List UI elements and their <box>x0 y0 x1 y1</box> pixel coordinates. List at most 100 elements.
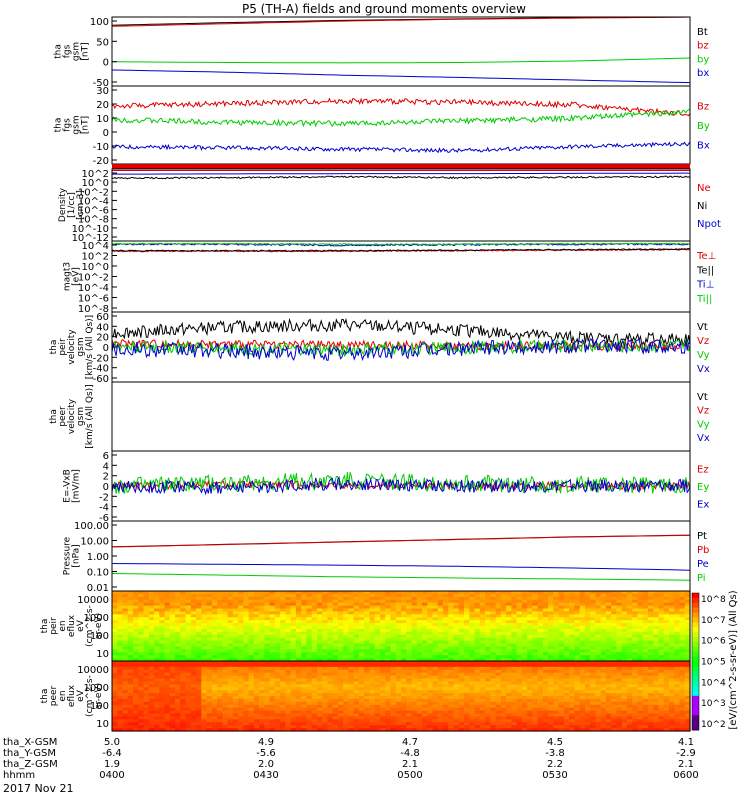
heatmap-cell <box>222 678 229 683</box>
heatmap-cell <box>112 722 118 726</box>
heatmap-cell <box>647 655 654 659</box>
heatmap-cell <box>532 658 539 662</box>
heatmap-cell <box>427 599 434 604</box>
heatmap-cell <box>138 698 145 703</box>
heatmap-cell <box>579 652 586 656</box>
heatmap-cell <box>611 611 618 615</box>
heatmap-cell <box>327 681 334 685</box>
heatmap-cell <box>301 684 308 688</box>
heatmap-cell <box>574 716 581 720</box>
heatmap-cell <box>206 602 213 607</box>
heatmap-cell <box>379 634 386 639</box>
heatmap-cell <box>227 707 234 712</box>
heatmap-cell <box>427 693 434 697</box>
heatmap-cell <box>416 599 423 604</box>
heatmap-cell <box>458 716 465 720</box>
heatmap-cell <box>290 643 297 648</box>
heatmap-cell <box>464 728 470 732</box>
heatmap-cell <box>269 678 276 683</box>
heatmap-cell <box>674 617 681 621</box>
heatmap-cell <box>196 681 202 685</box>
heatmap-cell <box>579 611 586 615</box>
heatmap-cell <box>327 608 334 613</box>
heatmap-cell <box>506 684 512 688</box>
heatmap-cell <box>500 687 507 691</box>
heatmap-cell <box>190 599 197 604</box>
heatmap-cell <box>343 614 350 618</box>
heatmap-cell <box>642 652 649 656</box>
heatmap-cell <box>453 593 460 598</box>
heatmap-cell <box>269 719 276 723</box>
heatmap-cell <box>238 696 244 700</box>
heatmap-cell <box>521 716 528 720</box>
heatmap-cell <box>537 678 544 683</box>
heatmap-cell <box>506 710 512 715</box>
heatmap-cell <box>232 620 239 624</box>
heatmap-cell <box>595 596 602 601</box>
heatmap-cell <box>164 593 171 598</box>
heatmap-cell <box>474 675 481 680</box>
heatmap-cell <box>674 631 681 636</box>
heatmap-cell <box>232 643 239 648</box>
heatmap-cell <box>453 655 460 659</box>
heatmap-cell <box>490 722 497 726</box>
heatmap-cell <box>253 684 260 688</box>
heatmap-cell <box>527 698 533 703</box>
heatmap-cell <box>443 617 449 621</box>
heatmap-cell <box>348 698 355 703</box>
heatmap-cell <box>369 626 376 630</box>
heatmap-cell <box>427 628 434 633</box>
heatmap-cell <box>238 605 244 610</box>
heatmap-cell <box>185 620 192 624</box>
heatmap-cell <box>206 669 213 674</box>
heatmap-cell <box>495 713 502 718</box>
heatmap-cell <box>327 678 334 683</box>
heatmap-cell <box>422 637 428 642</box>
heatmap-cell <box>532 663 539 668</box>
y-tick-label: 40 <box>96 322 109 333</box>
heatmap-cell <box>458 591 465 595</box>
heatmap-cell <box>280 696 286 700</box>
heatmap-cell <box>406 719 413 723</box>
heatmap-cell <box>379 649 386 653</box>
heatmap-cell <box>511 626 518 630</box>
heatmap-cell <box>127 728 134 732</box>
heatmap-cell <box>432 710 439 715</box>
heatmap-cell <box>175 614 181 618</box>
heatmap-cell <box>122 669 129 674</box>
heatmap-cell <box>611 617 618 621</box>
heatmap-cell <box>642 649 649 653</box>
heatmap-cell <box>358 698 365 703</box>
heatmap-cell <box>143 596 150 601</box>
heatmap-cell <box>453 701 460 706</box>
heatmap-cell <box>227 728 234 732</box>
heatmap-cell <box>232 696 239 700</box>
heatmap-cell <box>306 684 313 688</box>
heatmap-cell <box>558 678 565 683</box>
y-axis-label-line: sr-eV) <box>94 613 104 639</box>
heatmap-cell <box>668 605 675 610</box>
heatmap-cell <box>432 614 439 618</box>
heatmap-cell <box>143 719 150 723</box>
heatmap-cell <box>175 704 181 709</box>
heatmap-cell <box>259 605 265 610</box>
heatmap-cell <box>253 704 260 709</box>
heatmap-cell <box>427 652 434 656</box>
heatmap-cell <box>180 608 187 613</box>
legend-label-Vt: Vt <box>697 392 708 403</box>
heatmap-cell <box>437 719 444 723</box>
heatmap-cell <box>427 678 434 683</box>
heatmap-cell <box>521 693 528 697</box>
heatmap-cell <box>185 658 192 662</box>
heatmap-cell <box>148 661 155 665</box>
heatmap-cell <box>169 681 176 685</box>
heatmap-cell <box>385 716 392 720</box>
heatmap-cell <box>295 716 302 720</box>
heatmap-cell <box>579 626 586 630</box>
heatmap-cell <box>490 669 497 674</box>
heatmap-cell <box>432 602 439 607</box>
heatmap-cell <box>133 704 139 709</box>
heatmap-cell <box>201 617 208 621</box>
heatmap-cell <box>306 678 313 683</box>
heatmap-cell <box>647 620 654 624</box>
